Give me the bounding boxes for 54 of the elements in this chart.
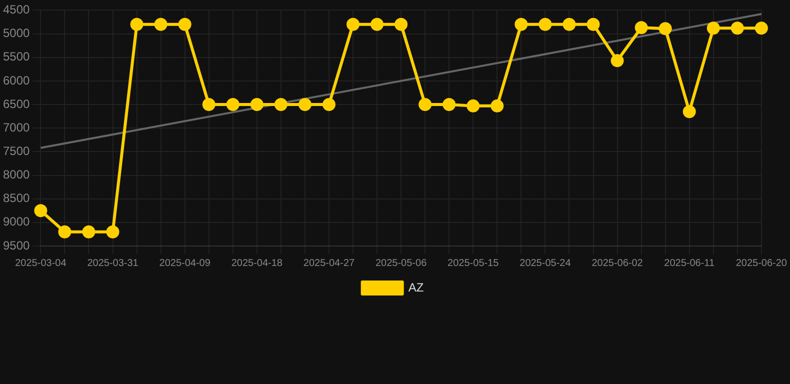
point: [586, 18, 600, 31]
y-tick-label: 4500: [2, 2, 30, 17]
y-tick-label: 7500: [2, 144, 30, 158]
y-tick-label: 9500: [2, 238, 30, 252]
point: [562, 18, 576, 31]
point: [490, 99, 504, 112]
point: [466, 99, 480, 112]
point: [82, 225, 96, 238]
point: [754, 22, 768, 35]
y-tick-label: 5500: [2, 50, 30, 64]
x-tick-label: 2025-03-04: [15, 258, 67, 269]
point: [34, 204, 48, 218]
y-tick-label: 8000: [2, 168, 30, 182]
x-tick-label: 2025-04-27: [303, 258, 355, 269]
point: [274, 98, 288, 112]
legend-label: AZ: [408, 280, 424, 294]
x-tick-label: 2025-05-06: [375, 258, 428, 269]
y-tick-label: 6500: [2, 96, 30, 111]
y-tick-label: 7000: [2, 120, 30, 134]
point: [178, 18, 192, 31]
point: [322, 98, 336, 112]
point: [706, 22, 720, 35]
point: [538, 18, 552, 31]
point: [130, 18, 144, 31]
x-tick-label: 2025-05-15: [448, 258, 500, 269]
x-tick-label: 2025-05-24: [520, 258, 572, 269]
point: [682, 105, 696, 118]
y-tick-label: 9000: [2, 214, 30, 229]
point: [658, 22, 672, 36]
x-tick-label: 2025-04-09: [159, 258, 211, 269]
point: [346, 18, 360, 31]
x-tick-label: 2025-03-31: [87, 258, 139, 269]
point: [514, 18, 528, 31]
y-tick-label: 5000: [2, 26, 30, 40]
point: [394, 18, 408, 31]
point: [154, 18, 168, 31]
y-tick-label: 8500: [2, 191, 30, 206]
point: [634, 21, 648, 34]
point: [106, 225, 120, 238]
point: [442, 98, 456, 112]
x-tick-label: 2025-04-18: [231, 258, 283, 269]
point: [298, 98, 312, 112]
point: [370, 18, 384, 31]
y-tick-label: 6000: [2, 73, 30, 88]
point: [730, 22, 744, 35]
point: [418, 98, 432, 112]
point: [610, 54, 624, 68]
point: [58, 225, 72, 238]
x-tick-label: 2025-06-02: [592, 258, 644, 269]
point: [250, 98, 264, 112]
point: [202, 98, 216, 112]
x-tick-label: 2025-06-11: [664, 258, 715, 269]
x-tick-label: 2025-06-20: [736, 258, 788, 269]
point: [226, 98, 240, 112]
